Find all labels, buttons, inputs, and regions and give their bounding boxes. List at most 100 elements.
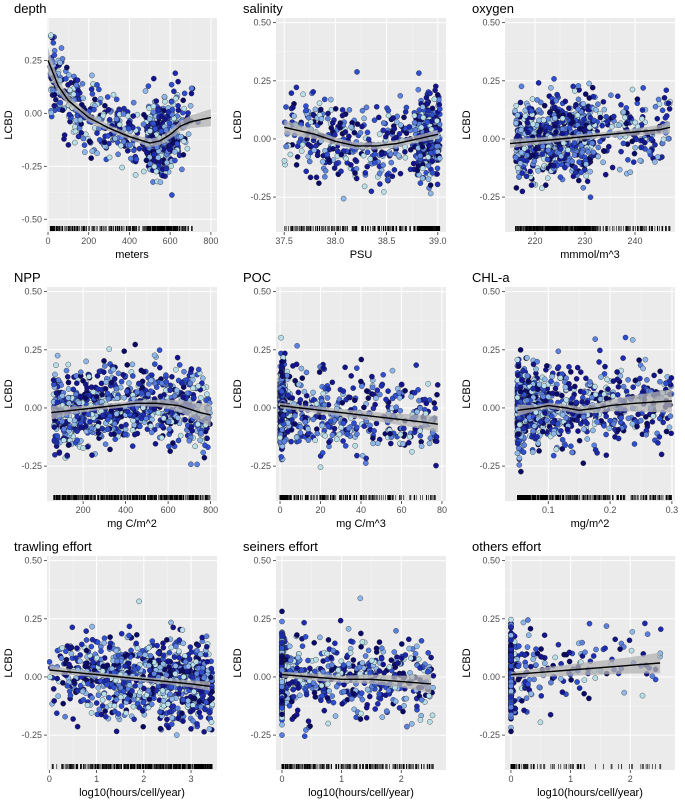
data-point (132, 341, 138, 348)
data-point (380, 120, 387, 126)
data-point (65, 142, 72, 148)
data-point (595, 153, 601, 160)
data-point (184, 145, 191, 152)
y-tick-label: 0.50 (253, 18, 271, 28)
data-point (133, 156, 140, 162)
data-point (373, 420, 380, 427)
data-point (391, 167, 398, 173)
smooth-line (284, 126, 438, 147)
data-point (175, 103, 181, 109)
data-point (632, 144, 638, 151)
data-point (566, 105, 572, 111)
data-point (66, 424, 73, 431)
data-point (599, 122, 605, 129)
data-point (632, 119, 639, 126)
data-point (152, 441, 159, 447)
data-point (378, 151, 385, 158)
data-point (151, 406, 158, 412)
data-point (326, 157, 332, 163)
data-point (408, 393, 414, 400)
data-point (298, 148, 305, 154)
data-point (64, 64, 70, 71)
data-point (118, 378, 125, 385)
y-tick-label: 0.00 (24, 403, 42, 413)
data-point (393, 134, 400, 141)
data-point (174, 140, 181, 147)
data-point (175, 78, 181, 85)
data-point (665, 135, 671, 142)
data-point (376, 131, 383, 137)
data-point (88, 425, 95, 431)
data-point (151, 352, 158, 359)
data-point (576, 177, 582, 184)
data-point (115, 151, 121, 158)
data-point (63, 367, 70, 374)
data-point (174, 387, 180, 394)
data-point (102, 441, 109, 447)
y-tick-label: 0.00 (253, 134, 271, 144)
data-point (597, 114, 604, 121)
data-point (364, 163, 370, 170)
data-point (157, 393, 164, 400)
x-tick-label: 200 (81, 236, 96, 246)
data-point (518, 83, 525, 90)
data-point (290, 104, 296, 111)
data-point (654, 115, 661, 122)
data-point (48, 32, 54, 38)
data-point (394, 119, 400, 125)
data-point (528, 182, 535, 188)
data-point (50, 40, 57, 46)
data-point (425, 154, 431, 160)
data-point (582, 91, 589, 97)
data-point (637, 157, 643, 164)
data-point (519, 188, 526, 195)
data-point (359, 107, 366, 114)
data-point (423, 94, 430, 101)
data-point (517, 99, 524, 106)
data-point (325, 115, 331, 122)
data-point (162, 116, 168, 123)
data-point (513, 102, 519, 109)
data-point (55, 377, 62, 383)
y-axis-title: LCBD (3, 379, 15, 408)
data-point (147, 128, 153, 134)
data-point (82, 395, 89, 401)
data-point (638, 144, 645, 151)
data-point (517, 160, 524, 167)
data-point (130, 373, 136, 379)
y-axis-title: LCBD (3, 110, 15, 139)
data-point (61, 426, 67, 432)
smooth-line (509, 126, 671, 145)
data-point (380, 162, 386, 168)
data-point (175, 415, 181, 421)
data-point (310, 389, 316, 396)
data-point (630, 159, 637, 165)
data-point (410, 160, 417, 167)
data-point (294, 343, 300, 349)
data-point (332, 106, 339, 112)
data-point (553, 129, 559, 135)
data-point (361, 404, 367, 411)
data-point (49, 87, 56, 93)
data-point (365, 395, 372, 401)
data-point (437, 106, 443, 112)
data-point (318, 116, 325, 122)
data-point (288, 438, 294, 445)
data-point (587, 114, 594, 121)
data-point (102, 102, 108, 109)
data-point (100, 412, 106, 419)
data-point (415, 86, 422, 93)
data-point (514, 112, 521, 118)
data-point (314, 152, 321, 159)
data-point (631, 150, 638, 157)
data-point (54, 439, 60, 446)
data-point (310, 89, 316, 95)
data-point (65, 361, 72, 368)
data-point (163, 379, 170, 385)
confidence-ribbon (510, 121, 670, 149)
data-point (525, 129, 531, 136)
data-point (95, 386, 101, 392)
data-point (602, 171, 609, 178)
data-point (300, 91, 306, 98)
confidence-ribbon (51, 399, 211, 427)
